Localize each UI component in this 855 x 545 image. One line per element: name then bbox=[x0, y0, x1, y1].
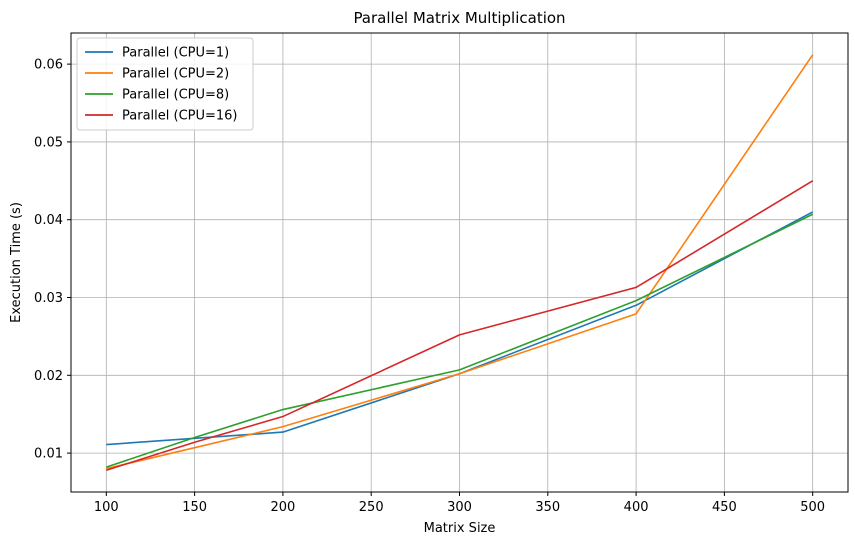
legend-label: Parallel (CPU=2) bbox=[122, 67, 229, 82]
x-tick-label: 300 bbox=[447, 500, 472, 515]
chart-title: Parallel Matrix Multiplication bbox=[353, 9, 565, 27]
y-tick-label: 0.02 bbox=[34, 369, 63, 384]
x-tick-label: 500 bbox=[800, 500, 825, 515]
y-tick-label: 0.05 bbox=[34, 135, 63, 150]
y-axis-label: Execution Time (s) bbox=[9, 202, 24, 323]
series-line-2 bbox=[106, 54, 814, 470]
x-tick-label: 150 bbox=[182, 500, 207, 515]
ticks: 100 150 200 250 300 350 400 450 500 0.01 0.02 0.03 0… bbox=[34, 58, 825, 515]
x-tick-label: 450 bbox=[712, 500, 737, 515]
legend-label: Parallel (CPU=1) bbox=[122, 46, 229, 61]
legend-label: Parallel (CPU=16) bbox=[122, 109, 238, 124]
x-tick-label: 200 bbox=[270, 500, 295, 515]
x-tick-label: 100 bbox=[94, 500, 119, 515]
grid bbox=[71, 33, 848, 492]
series-line-3 bbox=[106, 213, 814, 468]
legend: Parallel (CPU=1) Parallel (CPU=2) Parallel… bbox=[76, 37, 254, 131]
series-line-4 bbox=[106, 180, 814, 471]
y-tick-label: 0.06 bbox=[34, 58, 63, 73]
series-line-1 bbox=[106, 211, 814, 446]
y-tick-label: 0.03 bbox=[34, 291, 63, 306]
x-tick-label: 350 bbox=[535, 500, 560, 515]
x-tick-label: 400 bbox=[624, 500, 649, 515]
x-tick-label: 250 bbox=[359, 500, 384, 515]
legend-box bbox=[76, 37, 254, 131]
y-tick-label: 0.04 bbox=[34, 213, 63, 228]
legend-label: Parallel (CPU=8) bbox=[122, 88, 229, 103]
y-tick-label: 0.01 bbox=[34, 447, 63, 462]
series-layer bbox=[106, 54, 814, 471]
x-axis-label: Matrix Size bbox=[424, 521, 496, 536]
